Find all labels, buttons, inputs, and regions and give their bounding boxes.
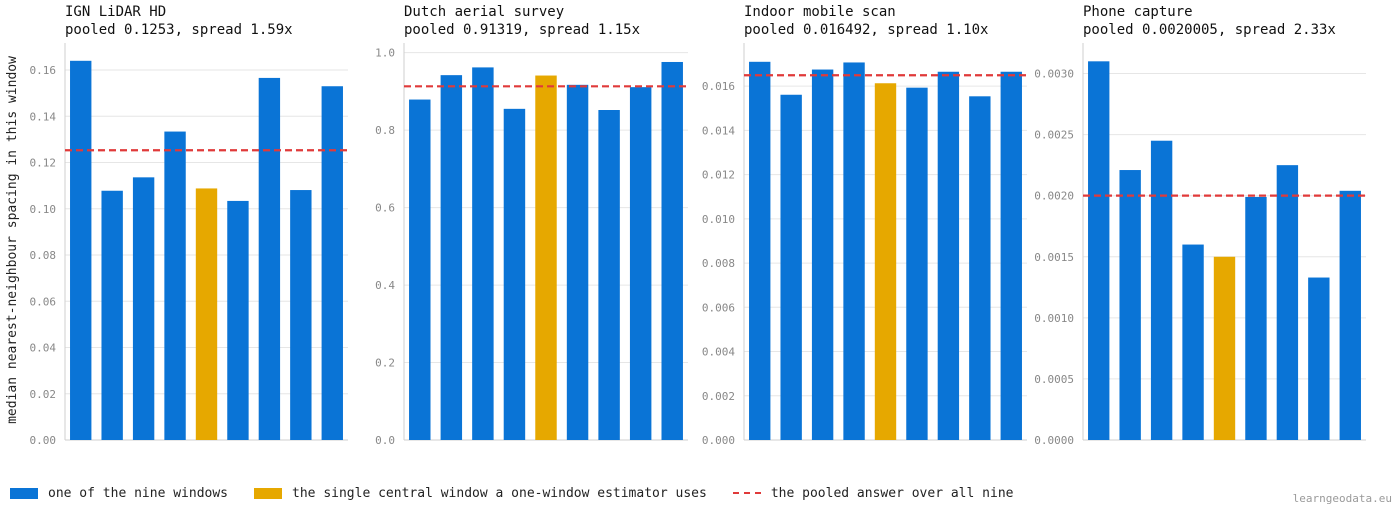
- bar-window: [811, 69, 834, 440]
- chart-title: Indoor mobile scan: [744, 4, 896, 20]
- y-tick-label: 0.6: [375, 202, 395, 215]
- watermark: learngeodata.eu: [1292, 492, 1392, 505]
- y-tick-label: 0.10: [30, 203, 57, 216]
- bar-central-window: [1213, 256, 1236, 440]
- bar-window: [1182, 244, 1204, 440]
- legend-item-central: the single central window a one-window e…: [254, 486, 707, 501]
- y-tick-label: 0.14: [30, 110, 57, 123]
- legend-swatch-central: [254, 487, 283, 499]
- chart-panel-4: Phone capture pooled 0.0020005, spread 2.…: [1034, 4, 1366, 447]
- legend: one of the nine windows the single centr…: [10, 484, 1039, 502]
- bar-window: [661, 61, 683, 440]
- y-tick-label: 0.12: [30, 157, 57, 170]
- y-tick-label: 0.0000: [1034, 434, 1074, 447]
- y-tick-label: 0.000: [702, 434, 735, 447]
- y-axis-label: median nearest-neighbour spacing in this…: [5, 56, 20, 424]
- y-tick-label: 0.06: [30, 295, 57, 308]
- y-tick-label: 0.8: [375, 124, 395, 137]
- bar-window: [101, 190, 123, 440]
- bar-window: [1119, 170, 1141, 441]
- bar-window: [227, 200, 249, 440]
- bar-window: [70, 60, 92, 441]
- bar-window: [906, 87, 928, 440]
- bar-window: [1245, 196, 1267, 440]
- bar-central-window: [874, 83, 897, 440]
- y-tick-label: 0.04: [30, 342, 57, 355]
- bar-window: [749, 61, 771, 441]
- bar-window: [937, 71, 960, 441]
- bar-window: [290, 190, 312, 440]
- y-tick-label: 0.008: [702, 257, 735, 270]
- y-tick-label: 0.00: [30, 434, 57, 447]
- bar-window: [164, 131, 186, 440]
- bar-window: [969, 96, 991, 441]
- bar-central-window: [535, 75, 557, 440]
- chart-subtitle: pooled 0.0020005, spread 2.33x: [1083, 22, 1336, 38]
- y-tick-label: 0.010: [702, 213, 735, 226]
- bar-window: [472, 67, 494, 441]
- y-tick-label: 0.012: [702, 169, 735, 182]
- bar-window: [1150, 140, 1173, 440]
- bar-window: [1000, 71, 1022, 441]
- legend-item-pooled: the pooled answer over all nine: [732, 485, 1014, 501]
- bar-window: [843, 62, 865, 440]
- y-tick-label: 0.016: [702, 80, 735, 93]
- bar-window: [132, 177, 155, 440]
- legend-swatch-window: [10, 487, 38, 499]
- bar-window: [503, 108, 526, 440]
- bar-window: [780, 94, 802, 441]
- chart-title: Phone capture: [1083, 4, 1193, 20]
- chart-panel-2: Dutch aerial survey pooled 0.91319, sprea…: [375, 4, 688, 447]
- bar-window: [598, 110, 620, 440]
- y-tick-label: 0.014: [702, 124, 735, 137]
- chart-subtitle: pooled 0.016492, spread 1.10x: [744, 22, 988, 38]
- y-tick-label: 0.0015: [1034, 251, 1074, 264]
- bar-window: [1308, 277, 1330, 440]
- legend-label-central: the single central window a one-window e…: [292, 485, 707, 501]
- y-tick-label: 1.0: [375, 47, 395, 60]
- legend-swatch-pooled: [732, 492, 761, 494]
- legend-item-window: one of the nine windows: [10, 486, 228, 501]
- legend-label-window: one of the nine windows: [48, 485, 229, 501]
- y-tick-label: 0.2: [375, 357, 395, 370]
- y-tick-label: 0.0010: [1034, 312, 1074, 325]
- y-tick-label: 0.002: [702, 390, 735, 403]
- y-tick-label: 0.0005: [1034, 373, 1074, 386]
- bar-window: [566, 84, 589, 440]
- chart-title: IGN LiDAR HD: [65, 4, 166, 20]
- bar-window: [1339, 190, 1361, 440]
- chart-panel-3: Indoor mobile scan pooled 0.016492, sprea…: [702, 4, 1027, 447]
- chart-subtitle: pooled 0.1253, spread 1.59x: [65, 22, 293, 38]
- y-tick-label: 0.006: [702, 301, 735, 314]
- y-tick-label: 0.02: [30, 388, 57, 401]
- y-tick-label: 0.16: [30, 64, 57, 77]
- y-tick-label: 0.0025: [1034, 129, 1074, 142]
- y-tick-label: 0.0: [375, 434, 395, 447]
- chart-subtitle: pooled 0.91319, spread 1.15x: [404, 22, 640, 38]
- bar-window: [629, 87, 652, 440]
- y-tick-label: 0.4: [375, 279, 395, 292]
- chart-title: Dutch aerial survey: [404, 4, 564, 20]
- y-tick-label: 0.08: [30, 249, 57, 262]
- bar-window: [409, 99, 431, 441]
- y-tick-label: 0.0030: [1034, 68, 1074, 81]
- chart-panel-1: IGN LiDAR HD pooled 0.1253, spread 1.59x 0…: [30, 4, 348, 447]
- bar-window: [440, 75, 463, 441]
- bar-window: [321, 86, 343, 441]
- bar-window: [1276, 165, 1299, 440]
- figure-canvas: median nearest-neighbour spacing in this…: [5, 4, 1366, 447]
- bar-central-window: [195, 188, 218, 440]
- y-tick-label: 0.0020: [1034, 190, 1074, 203]
- legend-label-pooled: the pooled answer over all nine: [770, 485, 1014, 501]
- bar-window: [258, 77, 281, 440]
- y-tick-label: 0.004: [702, 346, 735, 359]
- bar-window: [1088, 61, 1110, 440]
